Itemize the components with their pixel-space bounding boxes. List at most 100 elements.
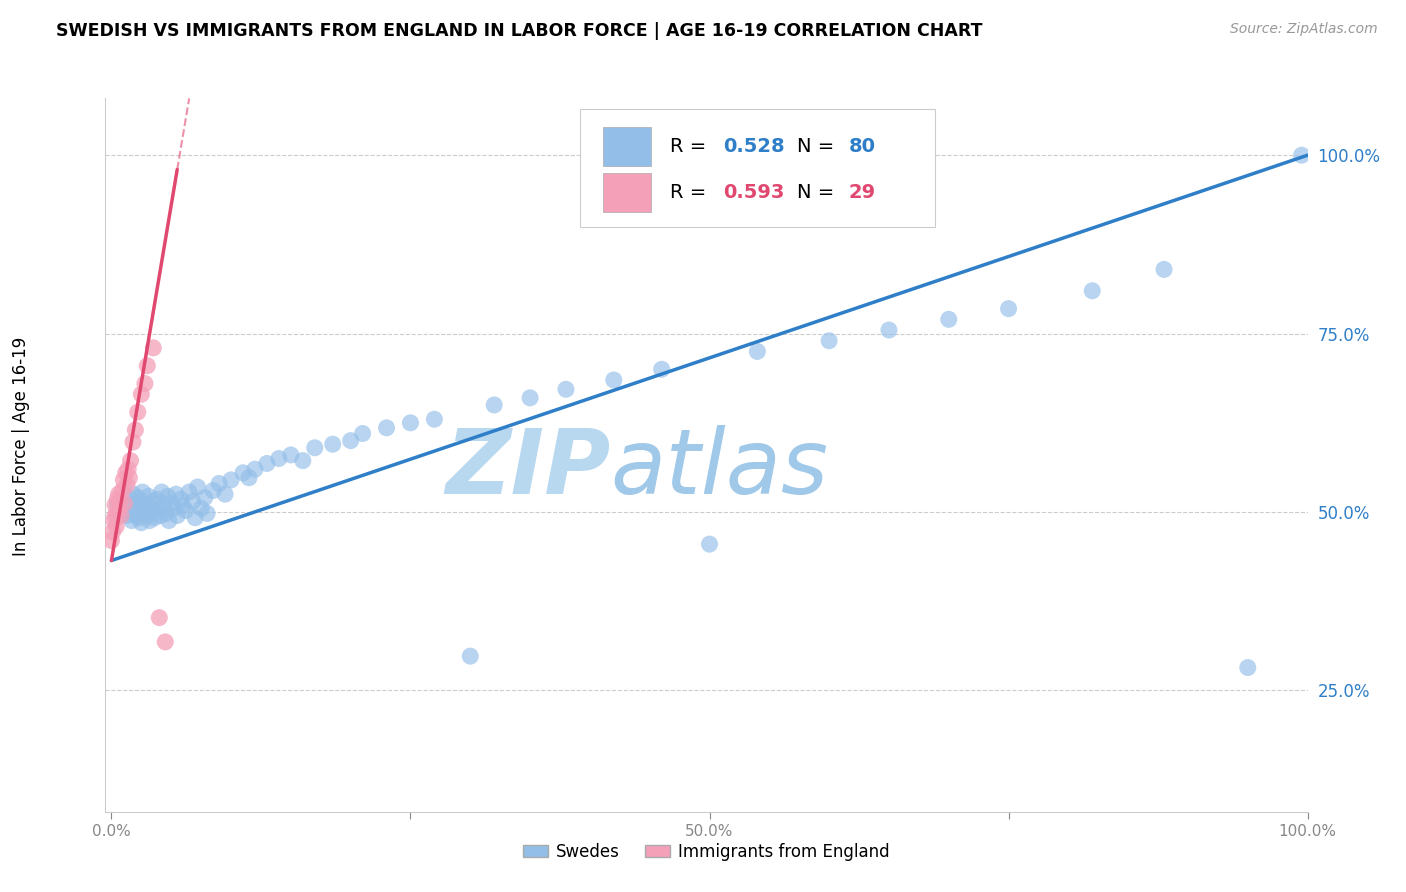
Text: R =: R =	[671, 183, 713, 202]
Point	[128, 510, 150, 524]
Point	[148, 610, 170, 624]
Point	[172, 500, 194, 514]
Point	[107, 487, 129, 501]
Point	[122, 487, 145, 501]
FancyBboxPatch shape	[603, 173, 651, 212]
Point	[112, 473, 135, 487]
Point	[132, 505, 155, 519]
Point	[110, 501, 132, 516]
Point	[181, 494, 204, 508]
Point	[339, 434, 361, 448]
Point	[165, 487, 187, 501]
Point	[555, 382, 578, 396]
Point	[104, 498, 127, 512]
Point	[194, 491, 217, 505]
Point	[112, 507, 135, 521]
Point	[114, 466, 136, 480]
Point	[651, 362, 673, 376]
Point	[108, 494, 131, 508]
Point	[124, 423, 146, 437]
Point	[322, 437, 344, 451]
Point	[157, 514, 180, 528]
Point	[156, 489, 179, 503]
Point	[184, 510, 207, 524]
Point	[120, 453, 142, 467]
Point	[938, 312, 960, 326]
Point	[138, 489, 160, 503]
Point	[482, 398, 505, 412]
FancyBboxPatch shape	[603, 127, 651, 166]
Point	[162, 501, 184, 516]
Point	[187, 480, 209, 494]
Point	[304, 441, 326, 455]
Point	[124, 508, 146, 523]
Point	[1236, 660, 1258, 674]
Point	[117, 462, 139, 476]
Point	[149, 508, 172, 523]
Point	[280, 448, 302, 462]
Point	[142, 341, 165, 355]
Point	[115, 508, 138, 523]
Point	[214, 487, 236, 501]
Point	[129, 494, 152, 508]
FancyBboxPatch shape	[581, 109, 935, 227]
Point	[256, 457, 278, 471]
Point	[107, 507, 129, 521]
Point	[153, 498, 176, 512]
Point	[136, 359, 159, 373]
Point	[179, 485, 201, 500]
Point	[699, 537, 721, 551]
Point	[107, 498, 129, 512]
Text: N =: N =	[797, 137, 841, 156]
Point	[238, 471, 260, 485]
Point	[136, 508, 159, 523]
Point	[114, 496, 136, 510]
Point	[399, 416, 422, 430]
Point	[142, 494, 165, 508]
Point	[150, 485, 173, 500]
Point	[114, 496, 136, 510]
Point	[1291, 148, 1313, 162]
Point	[101, 524, 124, 539]
Point	[105, 519, 128, 533]
Text: 0.593: 0.593	[723, 183, 785, 202]
Point	[160, 496, 183, 510]
Point	[219, 473, 242, 487]
Text: SWEDISH VS IMMIGRANTS FROM ENGLAND IN LABOR FORCE | AGE 16-19 CORRELATION CHART: SWEDISH VS IMMIGRANTS FROM ENGLAND IN LA…	[56, 22, 983, 40]
Point	[208, 476, 231, 491]
Text: R =: R =	[671, 137, 713, 156]
Text: ZIP: ZIP	[446, 425, 610, 513]
Point	[131, 516, 153, 530]
Point	[166, 508, 188, 523]
Point	[818, 334, 841, 348]
Point	[375, 421, 398, 435]
Point	[174, 503, 197, 517]
Point	[243, 462, 266, 476]
Point	[121, 514, 143, 528]
Point	[103, 514, 125, 528]
Point	[423, 412, 446, 426]
Point	[877, 323, 900, 337]
Point	[115, 478, 138, 492]
Point	[267, 451, 290, 466]
Point	[127, 491, 149, 505]
Point	[107, 501, 129, 516]
Text: In Labor Force | Age 16-19: In Labor Force | Age 16-19	[13, 336, 30, 556]
Text: 0.528: 0.528	[723, 137, 785, 156]
Point	[458, 649, 481, 664]
Point	[747, 344, 769, 359]
Text: atlas: atlas	[610, 425, 828, 513]
Point	[155, 635, 177, 649]
Point	[1153, 262, 1175, 277]
Point	[107, 492, 129, 507]
Point	[1081, 284, 1104, 298]
Point	[143, 510, 166, 524]
Point	[232, 466, 254, 480]
Point	[125, 500, 148, 514]
Point	[138, 514, 160, 528]
Point	[127, 405, 149, 419]
Text: 80: 80	[848, 137, 876, 156]
Point	[195, 507, 218, 521]
Point	[190, 501, 212, 516]
Point	[131, 485, 153, 500]
